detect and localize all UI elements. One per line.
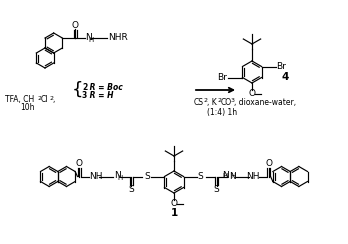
Text: R = H: R = H xyxy=(87,92,113,101)
Text: Br: Br xyxy=(218,73,227,82)
Text: Cl: Cl xyxy=(41,95,48,104)
Text: NH: NH xyxy=(89,172,102,181)
Text: TFA, CH: TFA, CH xyxy=(5,95,34,104)
Text: 3: 3 xyxy=(231,99,235,103)
Text: , K: , K xyxy=(207,98,217,107)
Text: {: { xyxy=(72,81,84,99)
Text: H: H xyxy=(118,175,123,181)
Text: NH: NH xyxy=(246,172,259,181)
Text: Br: Br xyxy=(277,62,286,71)
Text: H: H xyxy=(89,37,94,43)
Text: NHR: NHR xyxy=(108,33,128,42)
Text: S: S xyxy=(198,172,203,181)
Text: N: N xyxy=(222,171,229,180)
Text: 3: 3 xyxy=(82,92,87,101)
Text: 1: 1 xyxy=(171,208,177,218)
Text: R = Boc: R = Boc xyxy=(87,82,123,92)
Text: 4: 4 xyxy=(281,72,289,82)
Text: (1:4) 1h: (1:4) 1h xyxy=(207,108,237,117)
Text: H: H xyxy=(230,173,236,179)
Text: ,: , xyxy=(52,95,54,104)
Text: O: O xyxy=(265,160,272,169)
Text: CO: CO xyxy=(221,98,232,107)
Text: 2: 2 xyxy=(82,82,87,92)
Text: 10h: 10h xyxy=(20,103,34,112)
Text: 2: 2 xyxy=(49,95,53,101)
Text: N: N xyxy=(230,172,236,181)
Text: O: O xyxy=(171,199,177,208)
Text: O: O xyxy=(248,90,255,99)
Text: S: S xyxy=(214,184,219,193)
Text: CS: CS xyxy=(194,98,204,107)
Text: S: S xyxy=(145,172,150,181)
Text: N: N xyxy=(85,33,92,42)
Text: , dioxane-water,: , dioxane-water, xyxy=(234,98,296,107)
Text: H: H xyxy=(222,173,228,180)
Text: S: S xyxy=(129,184,134,193)
Text: N: N xyxy=(114,171,121,180)
Text: 2: 2 xyxy=(204,99,208,103)
Text: 2: 2 xyxy=(38,95,42,101)
Text: O: O xyxy=(72,21,79,30)
Text: O: O xyxy=(76,160,83,169)
Text: 2: 2 xyxy=(218,99,222,103)
